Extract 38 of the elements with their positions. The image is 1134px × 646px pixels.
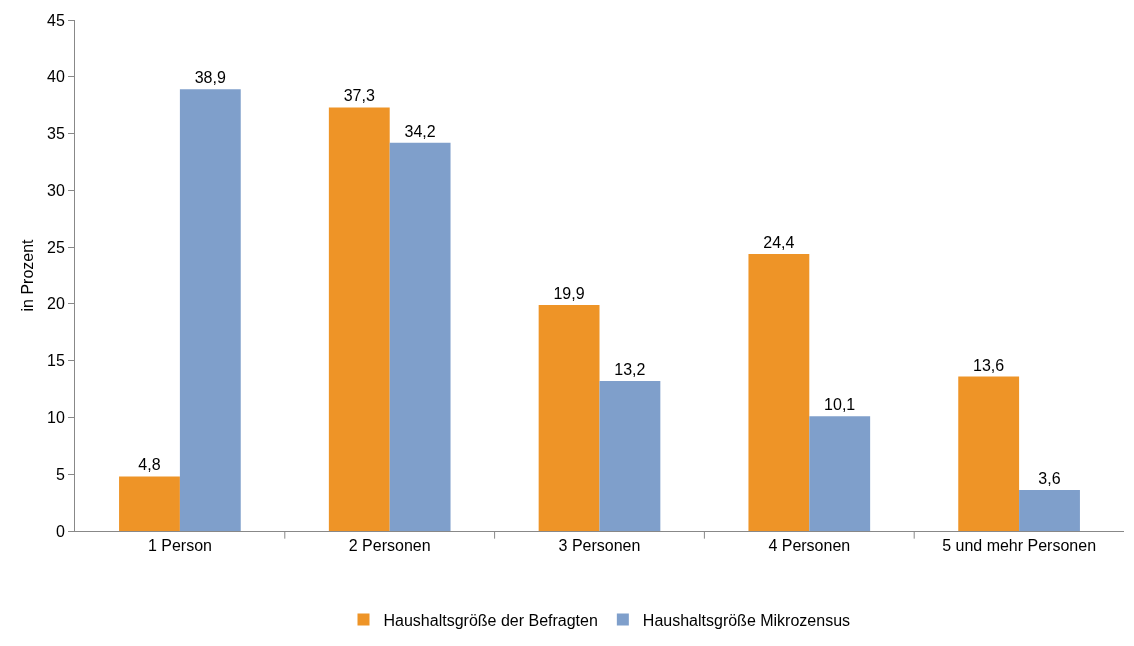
y-tick-label: 5 — [55, 465, 65, 483]
x-tick-label: 1 Person — [147, 537, 212, 555]
data-label: 38,9 — [194, 69, 226, 87]
bar — [328, 107, 390, 531]
bar — [748, 253, 810, 531]
x-tick-label: 2 Personen — [348, 537, 431, 555]
y-tick-label: 10 — [47, 409, 65, 427]
y-tick-label: 40 — [47, 68, 65, 86]
y-axis-title: in Prozent — [19, 238, 36, 312]
bar — [958, 376, 1020, 531]
y-tick-label: 15 — [47, 352, 65, 370]
y-tick-label: 35 — [47, 125, 65, 143]
bar — [389, 142, 451, 531]
y-tick-label: 25 — [47, 238, 65, 256]
data-label: 10,1 — [824, 396, 856, 414]
data-label: 37,3 — [343, 87, 375, 105]
bar — [119, 476, 180, 531]
data-label: 3,6 — [1038, 470, 1061, 488]
bar — [538, 305, 600, 531]
x-tick-label: 4 Personen — [768, 537, 851, 555]
x-tick-label: 5 und mehr Personen — [942, 537, 1097, 555]
bar — [179, 89, 241, 531]
data-label: 13,6 — [973, 356, 1005, 374]
x-tick-label: 3 Personen — [558, 537, 641, 555]
legend-label: Haushaltsgröße der Befragten — [383, 611, 598, 629]
data-label: 19,9 — [553, 285, 585, 303]
bar — [1019, 490, 1080, 531]
data-label: 34,2 — [404, 122, 436, 140]
bar — [599, 381, 661, 531]
y-tick-label: 20 — [47, 295, 65, 313]
legend-label: Haushaltsgröße Mikrozensus — [642, 611, 851, 629]
data-label: 13,2 — [614, 361, 646, 379]
y-tick-label: 30 — [47, 181, 65, 199]
y-tick-label: 0 — [55, 522, 65, 540]
data-label: 24,4 — [763, 233, 795, 251]
y-tick-label: 45 — [47, 11, 65, 29]
data-label: 4,8 — [138, 456, 161, 474]
bar — [809, 416, 871, 531]
